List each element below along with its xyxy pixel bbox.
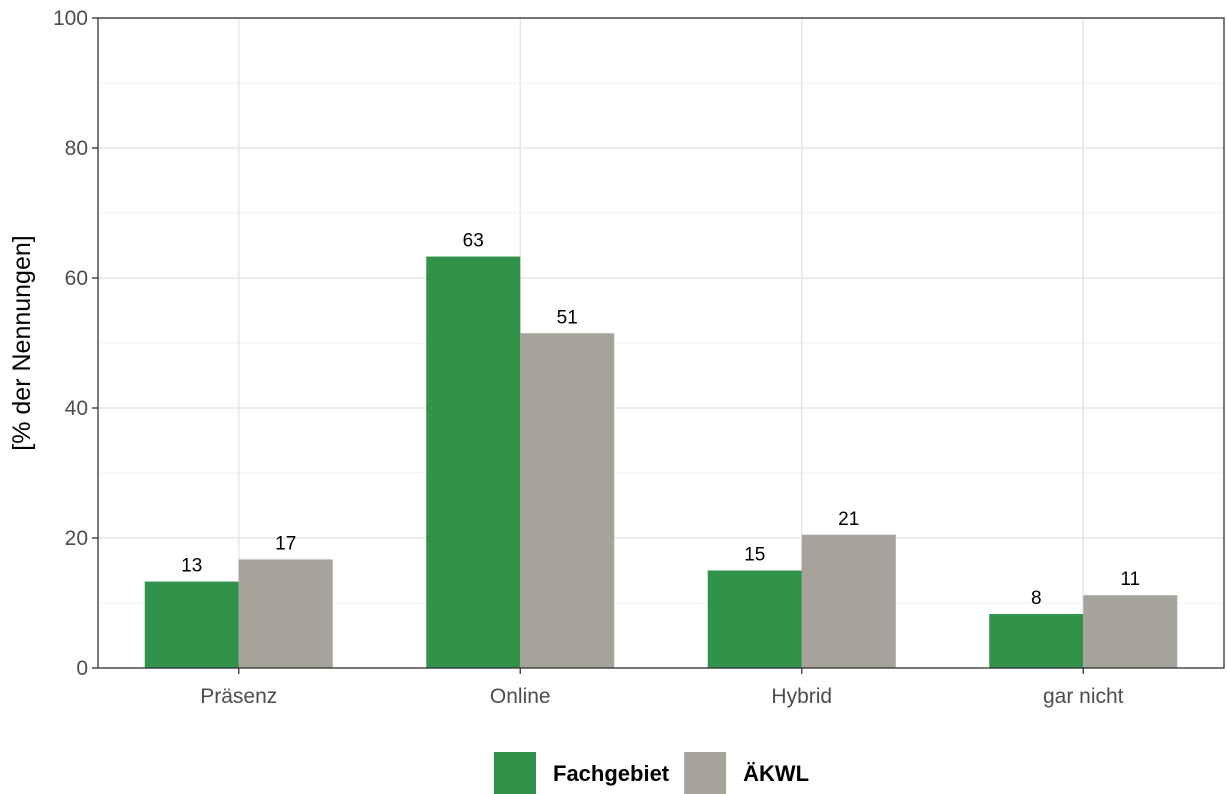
data-label: 11 — [1120, 569, 1140, 590]
bar-aekwl — [520, 333, 615, 668]
data-label: 15 — [744, 545, 765, 566]
legend-key-aekwl — [684, 752, 727, 794]
data-label: 8 — [1031, 588, 1042, 609]
data-label: 51 — [557, 307, 578, 328]
x-tick-label: Hybrid — [771, 685, 832, 708]
legend-label: Fachgebiet — [553, 761, 670, 786]
x-tick-label: Online — [490, 685, 551, 708]
y-tick-label: 0 — [76, 657, 88, 680]
value-labels: 13 63 15 8 17 51 21 11 — [181, 231, 1140, 609]
data-label: 17 — [275, 533, 296, 554]
bar-aekwl — [1083, 595, 1178, 668]
legend-key-fachgebiet — [494, 752, 536, 794]
legend-label: ÄKWL — [743, 761, 809, 786]
legend: Fachgebiet ÄKWL — [494, 752, 809, 794]
y-tick-label: 100 — [53, 7, 88, 30]
bar-fachgebiet — [707, 570, 802, 668]
data-label: 63 — [463, 231, 484, 252]
bar-fachgebiet — [426, 256, 521, 668]
x-axis: Präsenz Online Hybrid gar nicht — [200, 668, 1124, 708]
bars — [144, 256, 1178, 668]
x-tick-label: Präsenz — [200, 685, 277, 708]
bar-fachgebiet — [989, 614, 1084, 668]
bar-aekwl — [238, 559, 333, 668]
data-label: 21 — [838, 509, 859, 530]
panel-border — [97, 17, 1225, 669]
y-axis: 0 20 40 60 80 100 — [53, 7, 98, 680]
x-tick-label: gar nicht — [1043, 685, 1124, 708]
y-tick-label: 80 — [65, 137, 88, 160]
bar-fachgebiet — [144, 581, 239, 668]
bar-aekwl — [801, 534, 896, 668]
data-label: 13 — [181, 556, 202, 577]
y-tick-label: 60 — [65, 267, 88, 290]
y-tick-label: 20 — [65, 527, 88, 550]
y-axis-title: [% der Nennungen] — [8, 235, 36, 450]
y-tick-label: 40 — [65, 397, 88, 420]
